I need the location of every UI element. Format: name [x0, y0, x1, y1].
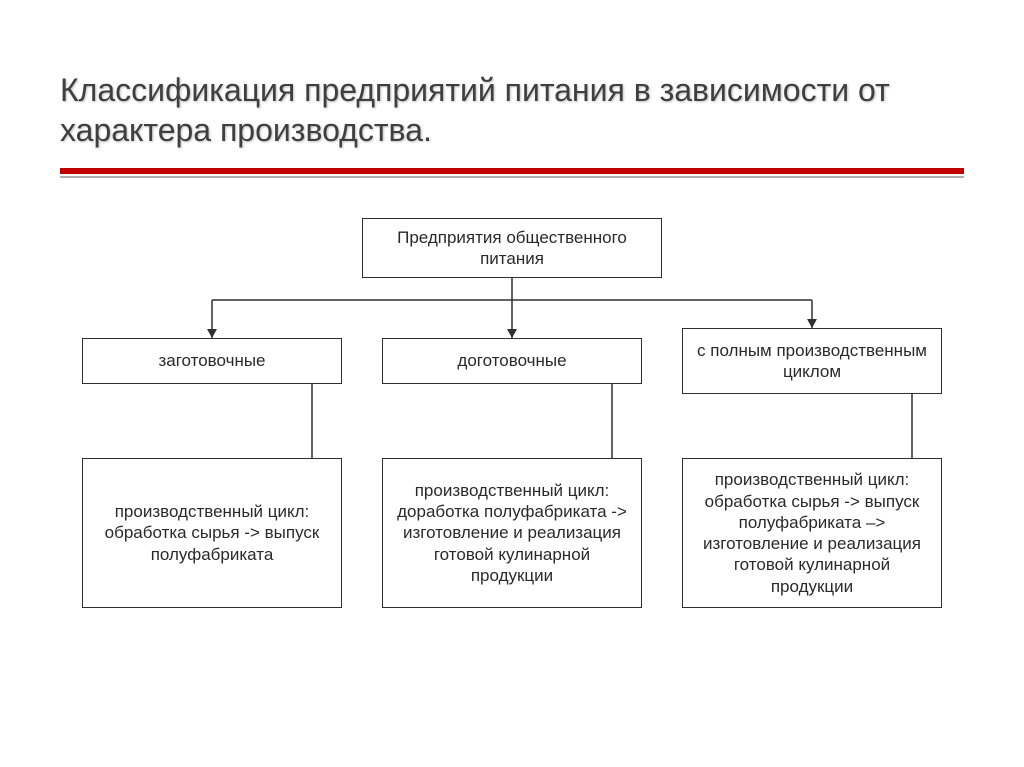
page-title: Классификация предприятий питания в зави… [60, 70, 964, 150]
flowchart: Предприятия общественного питания загото… [62, 218, 962, 678]
node-desc1: производственный цикл: обработка сырья -… [82, 458, 342, 608]
node-cat3: с полным производственным циклом [682, 328, 942, 394]
node-root: Предприятия общественного питания [362, 218, 662, 278]
node-desc2: производственный цикл: доработка полуфаб… [382, 458, 642, 608]
connector-layer [62, 218, 962, 678]
node-label: доготовочные [457, 350, 566, 371]
node-label: заготовочные [158, 350, 265, 371]
node-desc3: производственный цикл: обработка сырья -… [682, 458, 942, 608]
node-label: Предприятия общественного питания [373, 227, 651, 270]
slide: Классификация предприятий питания в зави… [0, 0, 1024, 767]
node-label: производственный цикл: обработка сырья -… [93, 501, 331, 565]
node-label: с полным производственным циклом [693, 340, 931, 383]
underline-gray [60, 176, 964, 178]
node-label: производственный цикл: доработка полуфаб… [393, 480, 631, 586]
title-underline [60, 168, 964, 178]
underline-red [60, 168, 964, 174]
node-label: производственный цикл: обработка сырья -… [693, 469, 931, 597]
node-cat1: заготовочные [82, 338, 342, 384]
node-cat2: доготовочные [382, 338, 642, 384]
